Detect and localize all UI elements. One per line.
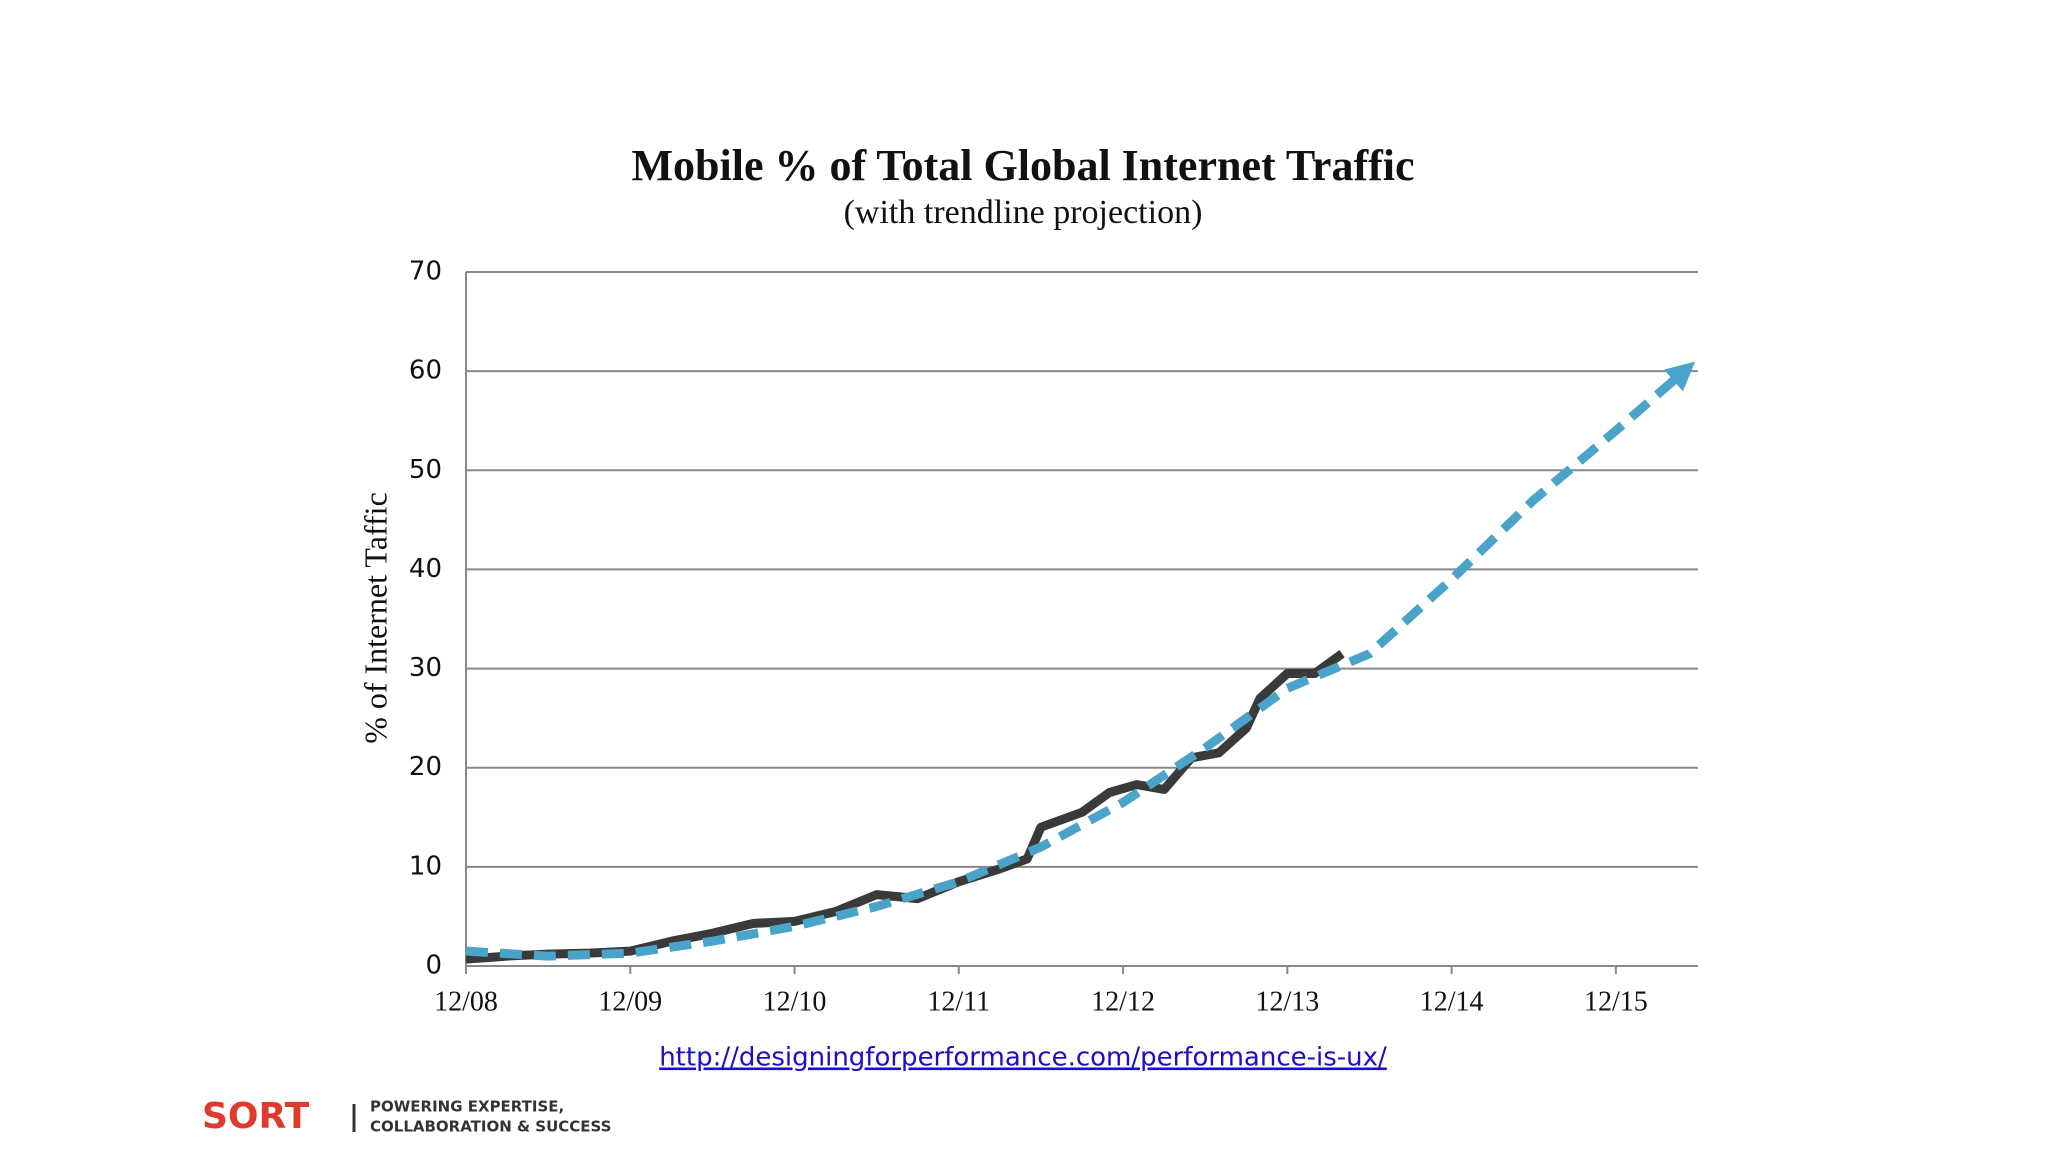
x-tick-label: 12/08: [434, 986, 498, 1017]
chart-title: Mobile % of Total Global Internet Traffi…: [632, 141, 1415, 190]
y-tick-label: 60: [409, 356, 442, 386]
tagline: COLLABORATION & SUCCESS: [370, 1118, 612, 1136]
chart-subtitle: (with trendline projection): [844, 194, 1203, 231]
x-tick-label: 12/14: [1420, 986, 1484, 1017]
y-tick-label: 70: [409, 257, 442, 287]
source-link[interactable]: http://designingforperformance.com/perfo…: [659, 1043, 1387, 1073]
source-link-text[interactable]: http://designingforperformance.com/perfo…: [659, 1043, 1387, 1073]
x-tick-label: 12/10: [763, 986, 827, 1017]
x-tick-label: 12/13: [1255, 986, 1319, 1017]
x-tick-label: 12/15: [1584, 986, 1648, 1017]
trendline: [465, 361, 1696, 961]
x-tick-label: 12/09: [598, 986, 662, 1017]
logo: SORT: [202, 1096, 310, 1137]
x-tick-label: 12/11: [927, 986, 990, 1017]
y-tick-label: 0: [425, 951, 442, 981]
y-tick-label: 20: [409, 752, 442, 782]
x-tick-label: 12/12: [1091, 986, 1155, 1017]
y-tick-label: 50: [409, 455, 442, 485]
y-tick-label: 40: [409, 554, 442, 584]
data-line: [465, 650, 1345, 964]
y-tick-label: 30: [409, 653, 442, 683]
y-tick-label: 10: [409, 851, 442, 881]
tagline: POWERING EXPERTISE,: [370, 1098, 564, 1116]
y-axis-label: % of Internet Taffic: [357, 492, 393, 744]
